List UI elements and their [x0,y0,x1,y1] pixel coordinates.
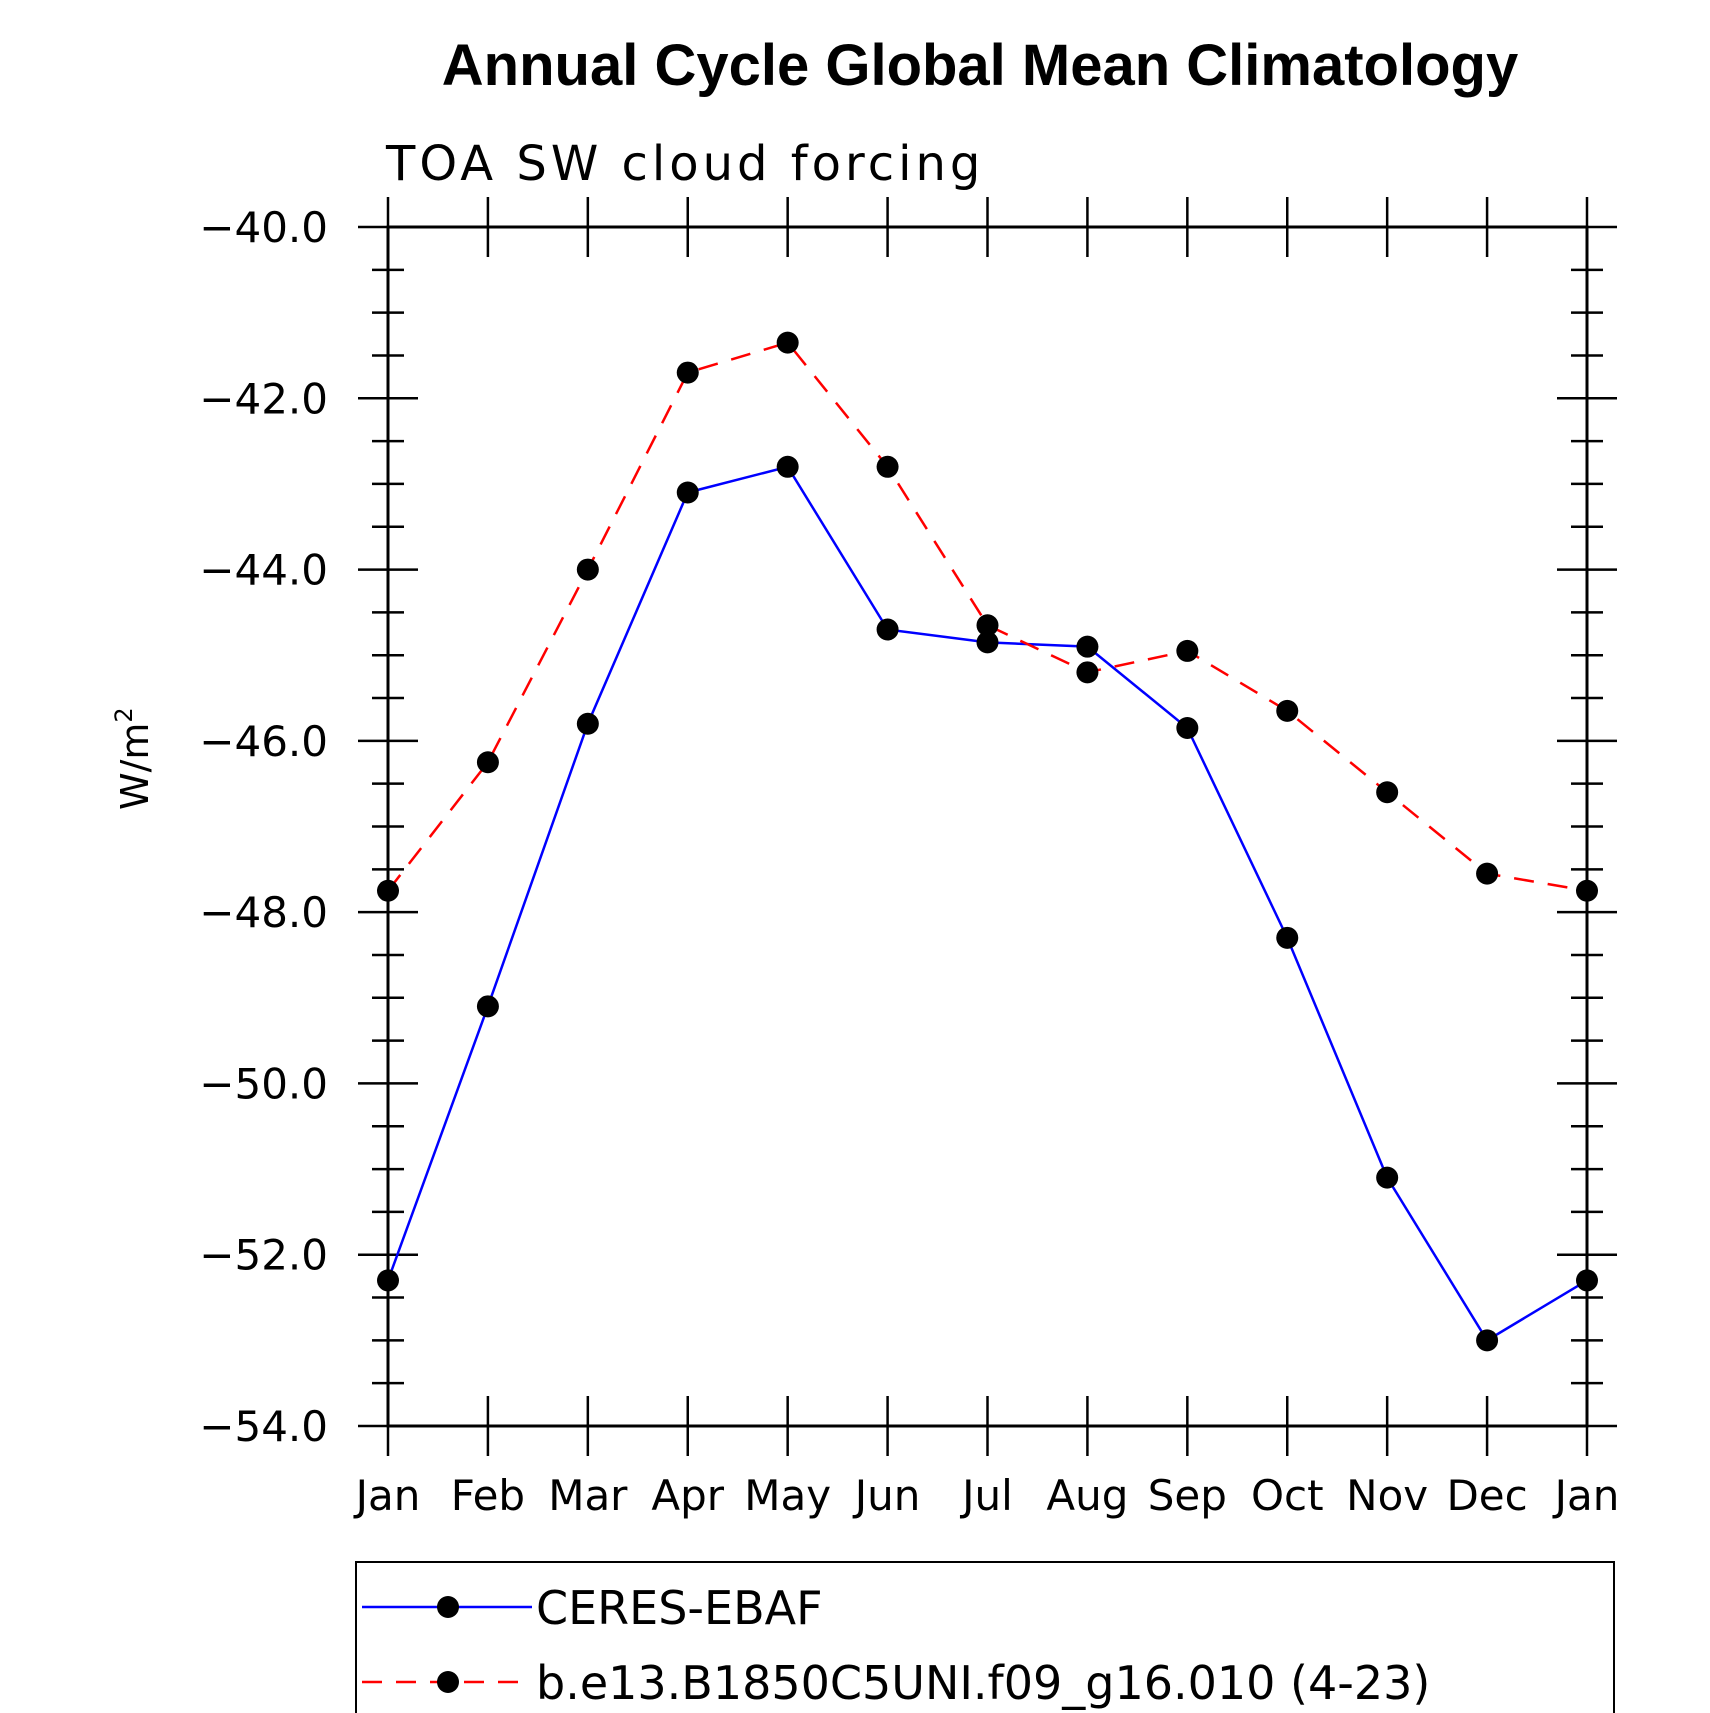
series-line [386,465,1588,1343]
series-model [377,331,1598,902]
data-point [1076,661,1099,684]
data-point [476,751,499,774]
x-tick-label: Jan [353,1471,421,1520]
y-axis-label-superscript: 2 [110,707,138,722]
chart-subtitle: TOA SW cloud forcing [385,136,984,192]
x-tick-labels: Jan Feb Mar Apr May Jun Jul Aug Sep Oct Nov Dec Jan [353,1471,1620,1520]
data-point [576,712,599,735]
chart-title: Annual Cycle Global Mean Climatology [442,33,1518,98]
data-point [1176,639,1199,662]
axis-ticks [358,197,1617,1456]
data-point [1276,699,1299,722]
legend-marker-ceres [437,1596,459,1618]
x-tick-label: Mar [548,1471,628,1520]
x-tick-label: Dec [1446,1471,1527,1520]
data-point [1076,635,1099,658]
data-point [676,361,699,384]
data-point [876,618,899,641]
x-tick-label: Feb [451,1471,525,1520]
series-layer [377,331,1598,1352]
y-tick-label: −46.0 [199,717,328,766]
x-tick-label: Nov [1346,1471,1428,1520]
legend-box [355,1561,1615,1713]
data-point [976,631,999,654]
data-point [1476,862,1499,885]
x-tick-label: Jul [959,1471,1013,1520]
x-tick-label: Oct [1251,1471,1324,1520]
legend-marker-model [437,1671,459,1693]
data-point [1276,926,1299,949]
data-point [1176,717,1199,740]
data-point [576,558,599,581]
series-ceres-ebaf [377,455,1598,1352]
x-tick-label: May [744,1471,831,1520]
data-point [476,995,499,1018]
data-point [676,481,699,504]
x-tick-label: Apr [651,1471,724,1520]
legend-label-ceres: CERES-EBAF [536,1581,823,1635]
plot-frame [386,225,1589,1428]
y-tick-label: −54.0 [199,1402,328,1451]
x-tick-label: Sep [1148,1471,1227,1520]
data-point [976,614,999,637]
data-point [1376,1166,1399,1189]
y-tick-label: −40.0 [199,203,328,252]
data-point [776,455,799,478]
legend-label-model: b.e13.B1850C5UNI.f09_g16.010 (4-23) [536,1656,1430,1710]
y-tick-label: −44.0 [199,546,328,595]
x-tick-label: Jun [852,1471,921,1520]
y-tick-label: −52.0 [199,1231,328,1280]
y-tick-label: −50.0 [199,1059,328,1108]
x-tick-label: Aug [1046,1471,1128,1520]
data-point [1476,1329,1499,1352]
y-tick-label: −48.0 [199,888,328,937]
data-point [876,455,899,478]
legend: CERES-EBAF b.e13.B1850C5UNI.f09_g16.010 … [355,1561,1615,1713]
y-axis-label-text: W/m [113,723,157,810]
y-tick-label: −42.0 [199,374,328,423]
x-tick-label: Jan [1552,1471,1620,1520]
y-axis-label: W/m2 [110,707,157,810]
y-tick-labels: −40.0 −42.0 −44.0 −46.0 −48.0 −50.0 −52.0 −54.0 [199,203,328,1451]
data-point [1376,781,1399,804]
data-point [776,331,799,354]
